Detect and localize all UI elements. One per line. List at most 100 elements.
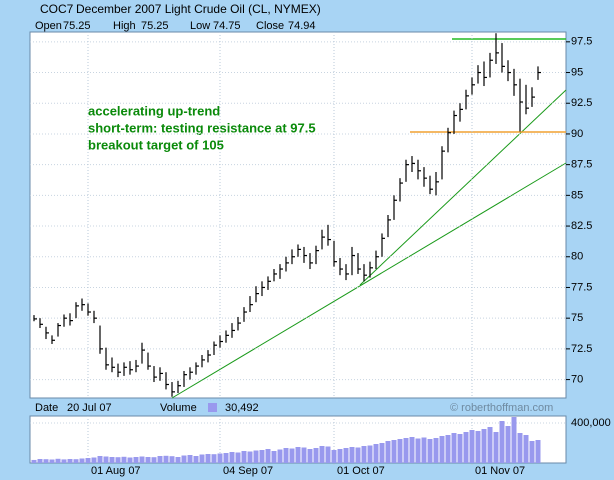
volume-bar — [535, 440, 541, 463]
volume-bar — [295, 447, 301, 463]
legend-swatch — [208, 403, 217, 412]
volume-bar — [121, 456, 127, 463]
volume-bar — [37, 459, 43, 463]
volume-bar — [517, 433, 523, 463]
volume-bar — [247, 451, 253, 463]
x-tick-label: 01 Aug 07 — [91, 465, 141, 477]
trend-line — [171, 162, 567, 399]
volume-bar — [133, 457, 139, 463]
y-tick-label: 87.5 — [571, 159, 592, 171]
annotation: short-term: testing resistance at 97.5 — [88, 120, 316, 135]
volume-bar — [163, 455, 169, 463]
volume-bar — [259, 450, 265, 463]
y-tick-label: 82.5 — [571, 220, 592, 232]
volume-bar — [451, 433, 457, 463]
x-tick-label: 04 Sep 07 — [223, 465, 273, 477]
volume-bar — [523, 435, 529, 463]
volume-bar — [391, 440, 397, 463]
volume-bar — [487, 427, 493, 463]
volume-bar — [433, 438, 439, 463]
volume-bar — [307, 449, 313, 463]
volume-bar — [97, 456, 103, 463]
y-tick-label: 75 — [571, 312, 583, 324]
y-tick-label: 85 — [571, 189, 583, 201]
volume-bar — [199, 454, 205, 463]
volume-bar — [127, 457, 133, 463]
volume-bar — [103, 456, 109, 463]
volume-bar — [385, 441, 391, 463]
y-tick-label: 80 — [571, 251, 583, 263]
volume-bar — [211, 454, 217, 463]
volume-bar — [367, 445, 373, 463]
volume-bar — [271, 451, 277, 463]
volume-bar — [175, 457, 181, 463]
volume-bar — [229, 452, 235, 463]
volume-bar — [85, 458, 91, 463]
volume-bar — [73, 459, 79, 463]
volume-bar — [205, 454, 211, 463]
status-label: Volume — [160, 402, 197, 414]
y-tick-label: 95 — [571, 66, 583, 78]
volume-bar — [469, 430, 475, 463]
volume-bar — [109, 457, 115, 463]
volume-bar — [355, 447, 361, 463]
y-tick-label: 77.5 — [571, 281, 592, 293]
volume-bar — [49, 459, 55, 463]
volume-bar — [463, 432, 469, 463]
volume-bar — [343, 448, 349, 463]
info-value: 74.94 — [288, 20, 316, 32]
volume-bar — [301, 447, 307, 463]
volume-bar — [277, 449, 283, 463]
volume-bar — [397, 439, 403, 463]
volume-bar — [349, 447, 355, 463]
info-label: Open — [35, 20, 62, 32]
volume-bar — [475, 431, 481, 463]
volume-bar — [235, 452, 241, 463]
volume-bar — [283, 448, 289, 463]
volume-bar — [427, 439, 433, 463]
volume-bar — [325, 446, 331, 463]
volume-bar — [493, 432, 499, 463]
volume-bar — [373, 444, 379, 463]
volume-bar — [253, 450, 259, 463]
y-tick-label: 400,000 — [571, 417, 611, 429]
volume-bar — [151, 457, 157, 463]
volume-bar — [187, 455, 193, 463]
volume-bar — [55, 458, 61, 463]
volume-bar — [319, 446, 325, 463]
volume-bar — [169, 456, 175, 463]
status-label: Date — [35, 402, 58, 414]
volume-bar — [193, 456, 199, 463]
price-panel — [29, 31, 567, 399]
volume-bar — [421, 437, 427, 463]
volume-bar — [457, 434, 463, 463]
trend-line — [359, 89, 567, 286]
volume-bar — [415, 438, 421, 463]
volume-bar — [145, 457, 151, 463]
volume-bar — [61, 459, 67, 463]
volume-bar — [511, 417, 517, 463]
volume-bar — [139, 456, 145, 463]
volume-bar — [43, 459, 49, 463]
x-tick-label: 01 Nov 07 — [475, 465, 525, 477]
volume-bar — [409, 437, 415, 463]
y-tick-label: 72.5 — [571, 343, 592, 355]
watermark: © roberthoffman.com — [450, 402, 553, 414]
info-label: Low — [190, 20, 210, 32]
volume-bar — [289, 448, 295, 463]
volume-bar — [157, 456, 163, 463]
info-label: Close — [256, 20, 284, 32]
status-value: 30,492 — [225, 402, 259, 414]
volume-bar — [115, 457, 121, 463]
chart-title: December 2007 Light Crude Oil (CL, NYMEX… — [76, 2, 321, 16]
status-value: 20 Jul 07 — [67, 402, 112, 414]
volume-bar — [439, 436, 445, 463]
annotation: accelerating up-trend — [88, 103, 220, 118]
volume-bar — [379, 443, 385, 463]
volume-bar — [79, 458, 85, 463]
volume-bar — [223, 453, 229, 463]
symbol: COC7 — [40, 2, 74, 16]
volume-bar — [67, 459, 73, 463]
volume-bar — [313, 448, 319, 463]
